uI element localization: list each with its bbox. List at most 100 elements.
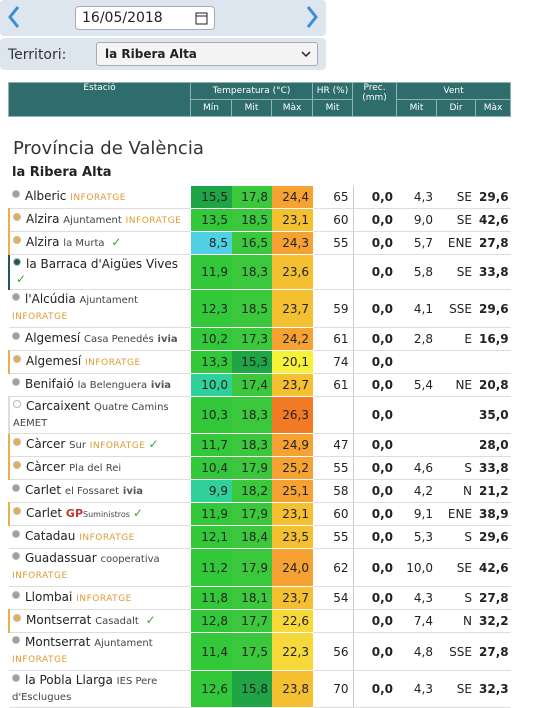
status-dot <box>13 400 21 408</box>
check-icon: ✓ <box>148 436 159 451</box>
territory-select[interactable]: la Ribera Alta <box>96 42 318 66</box>
table-header: Estació Temperatura (°C) HR (%) Prec. (m… <box>8 82 512 117</box>
value-cell <box>313 609 354 633</box>
value-cell: 2,8 <box>397 327 437 351</box>
value-cell <box>397 433 437 457</box>
value-cell: 32,2 <box>476 609 511 633</box>
value-cell: 55 <box>313 456 354 480</box>
value-cell: 25,1 <box>272 479 313 503</box>
value-cell: 17,9 <box>232 502 272 526</box>
status-dot <box>13 354 21 363</box>
subheader: Dir <box>436 99 477 117</box>
subheader: Mín <box>190 99 232 117</box>
province: Província de València <box>13 138 204 159</box>
value-cell: 60 <box>313 208 354 232</box>
value-cell: 23,1 <box>272 502 313 526</box>
value-cell: 42,6 <box>476 548 511 587</box>
network: ivia <box>157 334 178 345</box>
subheader: Mit <box>396 99 438 117</box>
value-cell: 59 <box>313 289 354 328</box>
value-cell: 0,0 <box>353 548 397 587</box>
network: INFORATGE <box>12 655 68 665</box>
station-row: Alzira Ajuntament INFORATGE 13,5 18,5 23,1 6… <box>8 208 511 232</box>
station-detail: el Fossaret <box>64 486 120 497</box>
select-arrow <box>301 51 311 58</box>
value-cell: 15,8 <box>232 670 272 708</box>
region: la Ribera Alta <box>12 165 112 180</box>
value-cell: 13,3 <box>191 350 232 374</box>
value-cell: SE <box>437 670 476 708</box>
station-cell: Carlet GPSuministros ✓ <box>8 502 191 526</box>
status-dot <box>12 590 20 599</box>
check-icon: ✓ <box>132 506 144 520</box>
value-cell: 74 <box>313 350 354 374</box>
value-cell: 16,9 <box>476 327 511 351</box>
value-cell: 18,1 <box>232 586 272 610</box>
value-cell: 18,3 <box>232 433 272 457</box>
value-cell: 10,0 <box>397 548 437 587</box>
value-cell: 47 <box>313 433 354 457</box>
date-input[interactable]: 16/05/2018 <box>75 6 215 30</box>
value-cell: 4,1 <box>397 289 437 328</box>
station-name: Alzira <box>26 235 60 249</box>
value-cell: 21,2 <box>476 479 511 503</box>
station-name: Montserrat <box>25 635 91 649</box>
value-cell: 0,0 <box>353 433 397 457</box>
value-cell: SSE <box>437 289 476 328</box>
value-cell: NE <box>437 373 476 397</box>
network: INFORATGE <box>12 312 68 322</box>
value-cell: 58 <box>313 479 354 503</box>
value-cell: 18,5 <box>232 289 272 328</box>
value-cell <box>313 254 354 290</box>
station-row: l'Alcúdia Ajuntament INFORATGE 12,3 18,5 23… <box>9 289 511 328</box>
group-header: Prec. (mm) <box>352 82 398 117</box>
station-name: Algemesí <box>26 353 82 368</box>
station-cell: Algemesí INFORATGE <box>8 350 191 374</box>
calendar-icon[interactable] <box>195 11 208 25</box>
network: INFORATGE <box>85 357 141 368</box>
prev-day[interactable] <box>6 5 22 29</box>
value-cell: 5,3 <box>397 525 437 549</box>
value-cell: SE <box>437 208 476 232</box>
value-cell: 17,8 <box>232 186 272 209</box>
station-row: Catadau INFORATGE 12,1 18,4 23,5 55 0,0 5,3 S 29… <box>9 525 511 549</box>
station-name: Algemesí <box>25 331 81 345</box>
value-cell: 5,8 <box>397 254 437 290</box>
check-icon: ✓ <box>16 272 27 286</box>
value-cell: 20,1 <box>272 350 313 374</box>
value-cell: 33,8 <box>476 456 511 480</box>
value-cell: SE <box>437 548 476 587</box>
value-cell: 4,3 <box>397 586 437 610</box>
value-cell <box>313 396 354 434</box>
station-cell: Càrcer Pla del Rei <box>8 456 191 480</box>
value-cell: 23,5 <box>272 525 313 549</box>
value-cell: 5,4 <box>397 373 437 397</box>
value-cell: 24,3 <box>272 231 313 255</box>
station-row: Benifaió la Belenguera ivia 10,0 17,4 23,7 6… <box>9 373 511 397</box>
station-name: Càrcer <box>26 460 66 474</box>
value-cell: 42,6 <box>476 208 511 232</box>
status-dot <box>13 212 21 221</box>
station-cell: Alberic INFORATGE <box>9 186 191 209</box>
value-cell: 33,8 <box>476 254 511 290</box>
value-cell: 17,9 <box>232 548 272 587</box>
station-name: Carlet <box>26 506 63 520</box>
value-cell: 12,1 <box>191 525 232 549</box>
next-day[interactable] <box>304 5 320 29</box>
value-cell: 24,9 <box>272 433 313 457</box>
station-name: Càrcer <box>26 436 66 451</box>
station-detail: cooperativa <box>100 554 160 565</box>
value-cell: 23,7 <box>272 586 313 610</box>
station-detail: la Murta <box>63 238 105 249</box>
value-cell <box>476 350 511 374</box>
value-cell: 10,3 <box>191 396 232 434</box>
group-header: Temperatura (°C) <box>189 82 314 100</box>
station-name: Catadau <box>25 528 76 543</box>
station-cell: Guadassuar cooperativa INFORATGE <box>9 548 191 587</box>
station-name: l'Alcúdia <box>25 292 76 306</box>
value-cell: 8,5 <box>191 231 232 255</box>
value-cell: 32,3 <box>476 670 511 708</box>
station-name: la Barraca d'Aigües Vives <box>26 257 179 271</box>
station-cell: Alzira Ajuntament INFORATGE <box>8 208 191 232</box>
station-detail: Ajuntament <box>94 638 153 649</box>
